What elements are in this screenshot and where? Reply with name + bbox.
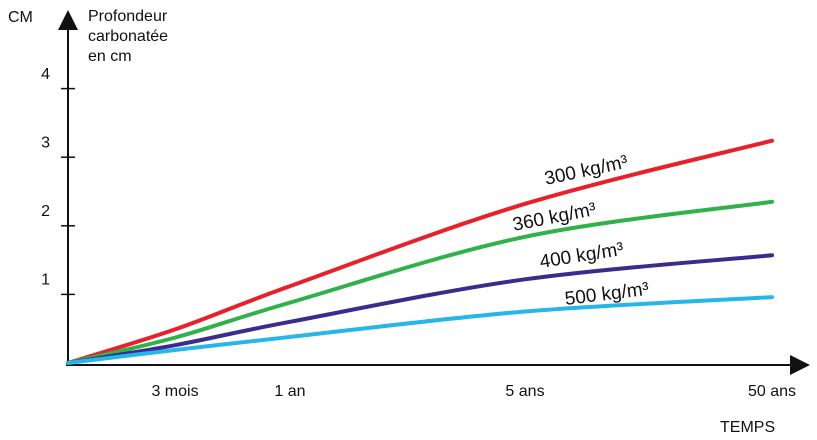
y-tick-label: 4 (41, 66, 50, 83)
y-tick-label: 1 (41, 272, 50, 289)
y-axis-label: en cm (88, 48, 132, 65)
x-tick-label: 5 ans (505, 383, 544, 400)
line (66, 199, 774, 365)
x-tick-label: 50 ans (748, 383, 796, 400)
y-axis-label: Profondeur (88, 8, 168, 25)
y-tick-label: 2 (41, 203, 50, 220)
line (66, 138, 774, 365)
series-label: 300 kg/m³ (543, 152, 630, 190)
y-axis-label: carbonatée (88, 28, 168, 45)
line (66, 295, 774, 365)
x-tick-label: 3 mois (151, 383, 198, 400)
x-tick-label: 1 an (274, 383, 305, 400)
y-axis-unit: CM (8, 9, 33, 26)
x-axis-label: TEMPS (720, 419, 775, 436)
y-tick-label: 3 (41, 134, 50, 151)
line (66, 253, 774, 365)
